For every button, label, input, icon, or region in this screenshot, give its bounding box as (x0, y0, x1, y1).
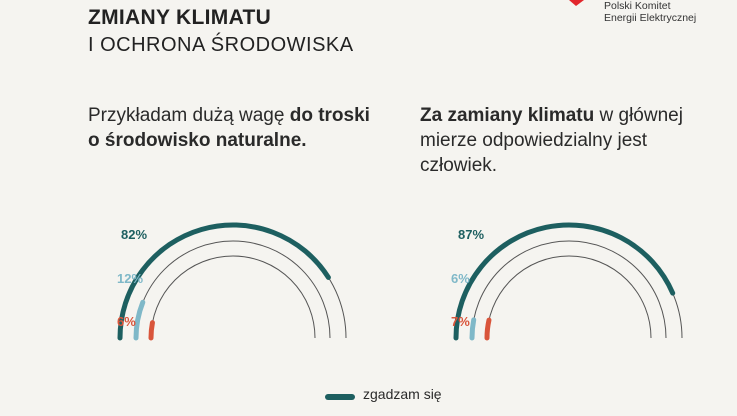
gauge-1-label-agree: 82% (121, 227, 147, 242)
gauge-2-bar-disagree (484, 317, 492, 341)
gauge-1-label-neutral: 12% (117, 271, 143, 286)
statement-right-text-1: w głównej (594, 105, 683, 126)
page-title: ZMIANY KLIMATU (88, 6, 272, 29)
logo-line-2: Energii Elektrycznej (604, 12, 697, 24)
statement-left-text-1: Przykładam dużą wagę (88, 105, 290, 126)
gauge-1-bar-agree (117, 222, 331, 341)
logo: Polski Komitet Energii Elektrycznej (560, 0, 737, 30)
gauge-1-track-neutral (135, 240, 331, 339)
statement-right: Za zamiany klimatu w głównej mierze odpo… (420, 103, 720, 178)
gauge-2-bar-agree (453, 222, 676, 341)
statement-right-text-3: człowiek. (420, 155, 498, 176)
statement-right-text-2: mierze odpowiedzialny jest (420, 130, 648, 151)
statement-left-bold-2: o środowisko naturalne. (88, 130, 307, 151)
gauge-2-bar-neutral (469, 317, 477, 341)
statement-left-bold-1: do troski (289, 105, 370, 126)
gauge-1-track-disagree (150, 255, 316, 339)
legend-swatch-agree (325, 394, 355, 400)
statement-left: Przykładam dużą wagę do troski o środowi… (88, 103, 388, 153)
gauge-1-bar-disagree (148, 320, 155, 341)
gauge-2-label-neutral: 6% (451, 271, 470, 286)
gauge-2-label-agree: 87% (458, 227, 484, 242)
logo-text: Polski Komitet Energii Elektrycznej (604, 0, 696, 24)
logo-line-1: Polski Komitet (604, 0, 671, 12)
gauge-2-track-neutral (471, 240, 667, 339)
gauge-2-track-disagree (486, 255, 652, 339)
logo-mark-icon (569, 0, 584, 6)
statement-right-bold-1: Za zamiany klimatu (420, 105, 595, 126)
gauge-1-bar-neutral (133, 299, 146, 341)
page-subtitle: I OCHRONA ŚRODOWISKA (88, 34, 354, 56)
legend-label-agree: zgadzam się (363, 386, 442, 402)
gauge-2-label-disagree: 7% (451, 314, 470, 329)
gauge-1-label-disagree: 6% (117, 314, 136, 329)
